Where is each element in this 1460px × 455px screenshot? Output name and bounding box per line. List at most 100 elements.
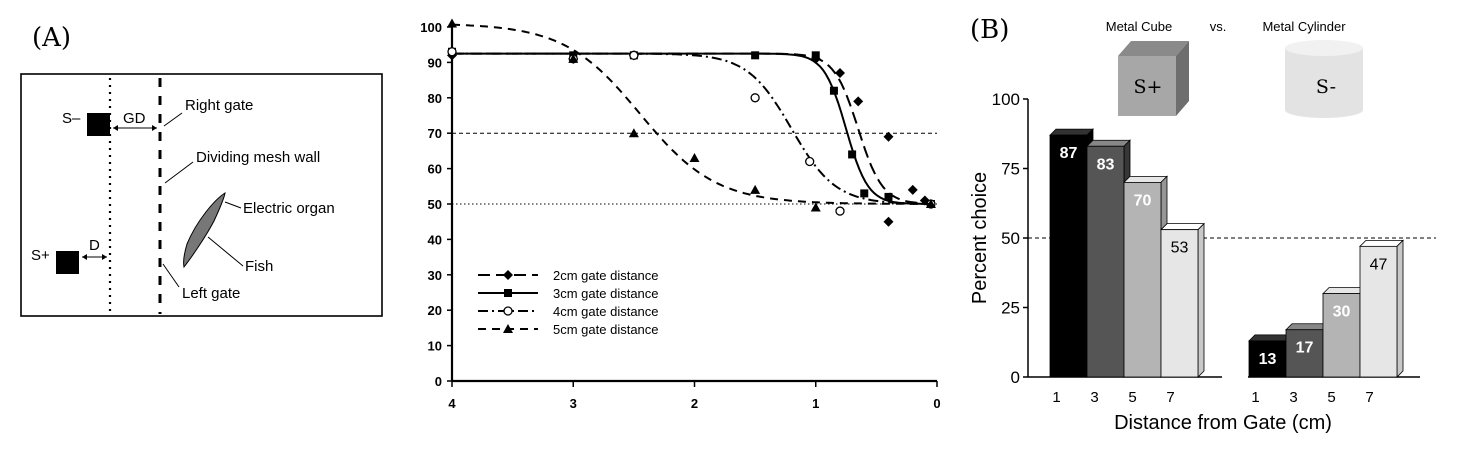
bar: 47 [1359,239,1404,378]
y-tick-label: 75 [1001,160,1020,179]
bar: 13 [1248,333,1293,378]
x-tick-label: 1 [1251,389,1259,406]
x-axis-title: Distance from Gate (cm) [1114,412,1332,434]
bar-top [1322,287,1367,295]
legend-label: 4cm gate distance [553,304,659,319]
panel-b-label: (B) [970,15,1009,45]
y-tick-label: 90 [428,55,442,70]
bar-top [1285,323,1330,331]
data-point [689,152,700,162]
bar-value-label: 17 [1296,340,1314,357]
y-tick-label: 70 [428,126,442,141]
x-tick-label: 2 [691,396,698,411]
dividing-wall-label: Dividing mesh wall [196,149,320,166]
data-point [750,184,761,194]
y-tick-label: 50 [1001,229,1020,248]
legend-marker [503,270,513,280]
metal-cylinder-icon [1285,40,1363,118]
data-point [805,156,815,167]
s-plus-stimulus [56,251,79,274]
x-tick-label: 3 [1289,389,1297,406]
bar-top [1123,175,1168,183]
y-tick-label: 100 [992,90,1020,109]
x-tick-label: 4 [448,396,456,411]
x-tick-label: 7 [1166,389,1174,406]
data-point [853,96,864,107]
x-tick-label: 0 [933,396,940,411]
electric-organ-pointer [224,201,242,209]
bar-top [1160,223,1205,231]
data-point [751,51,760,60]
legend-item: 3cm gate distance [478,286,659,301]
bar-top [1359,239,1404,247]
legend-label: 5cm gate distance [553,322,659,337]
bar-front [1248,340,1287,378]
x-tick-label: 5 [1327,389,1335,406]
dividing-wall-pointer [164,161,194,184]
data-point [848,150,857,159]
y-tick-label: 40 [428,232,442,247]
y-tick-label: 20 [428,303,442,318]
bar-front [1086,145,1125,378]
legend-marker [503,324,513,333]
bar-value-label: 83 [1097,156,1115,173]
s-plus-label: S+ [31,247,50,264]
legend-item: 2cm gate distance [478,268,659,283]
bar-front [1359,245,1398,378]
stimulus-right-label: Metal Cylinder [1262,19,1346,34]
data-point [629,50,639,60]
x-tick-label: 1 [812,396,819,411]
bar-value-label: 87 [1060,145,1078,162]
x-tick-label: 5 [1128,389,1136,406]
series-2 [448,47,935,208]
bar-top [1049,128,1094,136]
data-point [810,202,821,212]
x-tick-label: 1 [1052,389,1060,406]
bar-top [1248,334,1293,342]
y-tick-label: 80 [428,91,442,106]
fish-icon [183,191,226,269]
series-curve [451,23,935,205]
bar-value-label: 13 [1259,351,1277,368]
data-point [860,189,869,198]
d-arrowheads [82,254,107,260]
gd-arrowheads [113,125,157,131]
bar-front [1285,329,1324,378]
data-point [829,86,838,95]
tank-border [20,73,383,317]
y-tick-label: 100 [420,20,442,35]
bar-value-label: 47 [1370,256,1388,273]
bar: 70 [1123,175,1168,378]
s-minus-label: S– [62,110,81,127]
x-tick-label: 7 [1365,389,1373,406]
metal-cube-icon [1118,41,1189,116]
bar: 87 [1049,128,1094,378]
cube-s-plus-label: S+ [1134,76,1163,98]
legend-item: 4cm gate distance [478,304,659,319]
y-tick-label: 10 [428,339,442,354]
bar-top [1086,139,1131,147]
data-point [447,18,457,28]
y-tick-label: 60 [428,162,442,177]
bar-side [1197,222,1205,378]
data-point [750,93,760,103]
bar-side [1396,239,1404,378]
data-point [884,192,893,201]
cylinder-s-minus-label: S- [1316,76,1336,98]
series-4 [447,18,936,212]
left-gate-pointer [162,263,180,288]
electric-organ-label: Electric organ [243,200,335,217]
x-tick-label: 3 [570,396,577,411]
data-point [835,68,845,79]
series-curve [452,52,935,205]
y-tick-label: 0 [1011,368,1020,387]
vs-label: vs. [1210,19,1227,34]
series-curve [452,52,935,205]
bar: 17 [1285,322,1330,378]
data-point [925,199,936,208]
data-point [883,131,894,142]
data-point [447,47,457,57]
